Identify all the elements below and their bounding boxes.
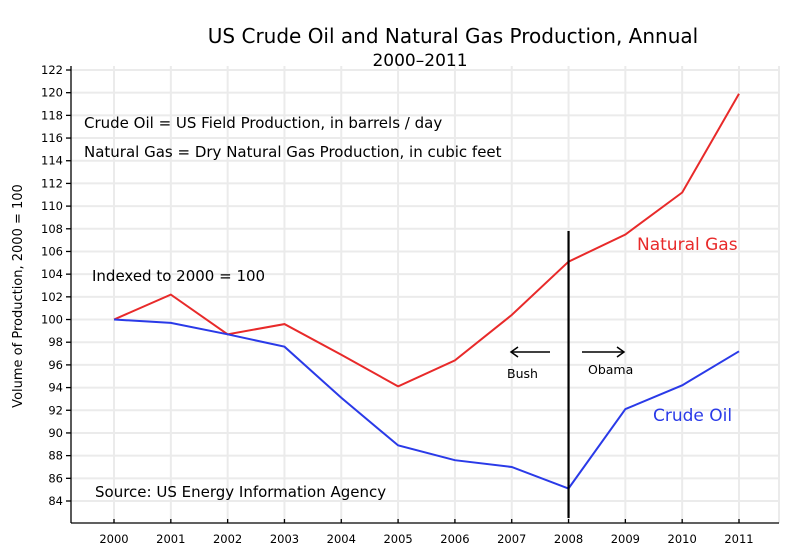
y-tick-label: 114	[41, 154, 63, 168]
x-tick-label: 2006	[440, 532, 469, 546]
y-tick-label: 112	[41, 176, 63, 190]
y-tick-label: 88	[48, 449, 63, 463]
x-tick-label: 2009	[611, 532, 640, 546]
y-tick-label: 94	[48, 381, 63, 395]
y-tick-label: 102	[41, 290, 63, 304]
x-axis-ticks: 2000 2001 2002 2003 2004 2005 2006 2007 2008 2009…	[99, 519, 754, 546]
arrow-right-icon	[616, 346, 626, 358]
axes	[70, 66, 779, 524]
series-label-natural-gas: Natural Gas	[637, 235, 738, 255]
definition-oil-note: Crude Oil = US Field Production, in barr…	[84, 114, 442, 132]
x-tick-label: 2002	[213, 532, 242, 546]
administration-divider	[509, 231, 626, 519]
y-tick-label: 106	[41, 244, 63, 258]
y-tick-label: 104	[41, 267, 63, 281]
y-tick-label: 86	[48, 471, 63, 485]
x-tick-label: 2005	[383, 532, 412, 546]
era-label-obama: Obama	[588, 362, 633, 377]
y-tick-label: 100	[41, 313, 63, 327]
x-tick-label: 2000	[99, 532, 128, 546]
y-tick-label: 116	[41, 131, 63, 145]
y-tick-label: 108	[41, 222, 63, 236]
series-line-natural-gas	[113, 93, 740, 388]
definition-gas-note: Natural Gas = Dry Natural Gas Production…	[84, 143, 502, 161]
y-tick-label: 98	[48, 335, 63, 349]
x-tick-label: 2004	[327, 532, 356, 546]
y-axis-label: Volume of Production, 2000 = 100	[11, 184, 26, 408]
series-line-crude-oil	[113, 318, 740, 490]
arrow-left-icon	[509, 346, 519, 358]
x-tick-label: 2003	[270, 532, 299, 546]
chart-subtitle: 2000–2011	[372, 51, 467, 71]
index-note: Indexed to 2000 = 100	[92, 267, 265, 285]
x-tick-label: 2010	[668, 532, 697, 546]
x-tick-label: 2011	[724, 532, 753, 546]
y-tick-label: 96	[48, 358, 63, 372]
x-tick-label: 2008	[554, 532, 583, 546]
gridlines	[71, 66, 780, 523]
y-tick-label: 92	[48, 403, 63, 417]
y-axis-ticks: 84 86 88 90 92 94 96 98 100 102 104 106 108 110 112 114…	[41, 63, 71, 508]
x-tick-label: 2001	[156, 532, 185, 546]
y-tick-label: 122	[41, 63, 63, 77]
y-tick-label: 110	[41, 199, 63, 213]
series-label-crude-oil: Crude Oil	[653, 406, 732, 426]
y-tick-label: 118	[41, 108, 63, 122]
era-label-bush: Bush	[507, 366, 538, 381]
y-tick-label: 84	[48, 494, 63, 508]
series-lines	[113, 93, 740, 490]
source-note: Source: US Energy Information Agency	[95, 483, 386, 501]
x-tick-label: 2007	[497, 532, 526, 546]
y-tick-label: 90	[48, 426, 63, 440]
y-tick-label: 120	[41, 86, 63, 100]
chart-title: US Crude Oil and Natural Gas Production,…	[208, 24, 698, 48]
